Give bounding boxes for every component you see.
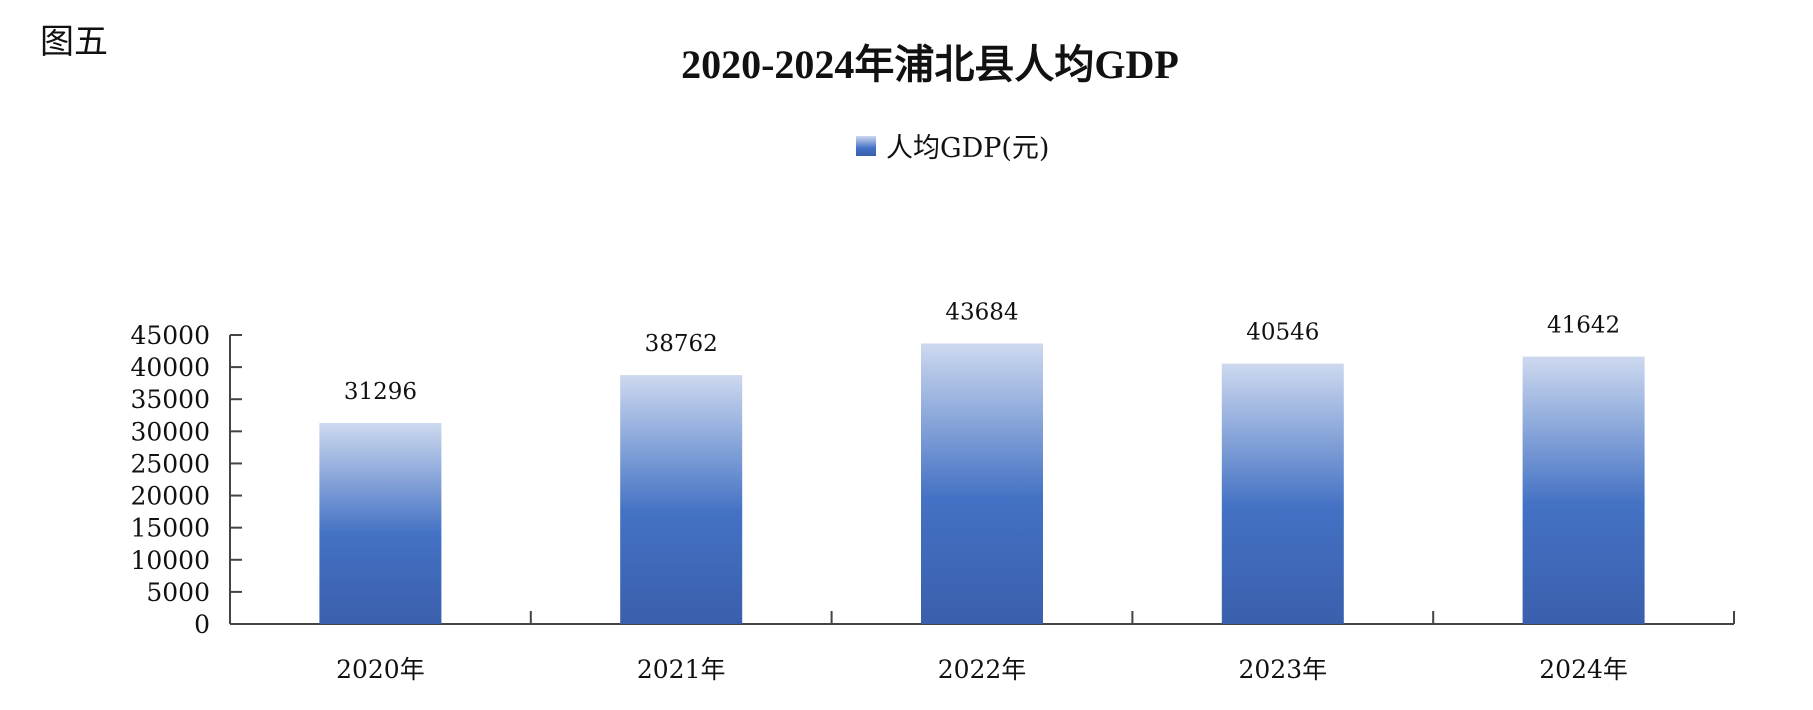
legend-label: 人均GDP(元) (886, 133, 1050, 164)
bar (1522, 356, 1645, 624)
y-tick-label: 10000 (130, 546, 210, 575)
legend-swatch (856, 135, 876, 156)
x-tick-label: 2020年 (336, 655, 425, 684)
y-tick-label: 35000 (130, 385, 210, 414)
y-tick-label: 25000 (130, 449, 210, 478)
data-label: 40546 (1246, 320, 1319, 346)
x-tick-label: 2022年 (938, 655, 1027, 684)
data-label: 31296 (344, 379, 417, 405)
data-label: 41642 (1547, 313, 1620, 339)
y-tick-label: 30000 (130, 417, 210, 446)
chart-title: 2020-2024年浦北县人均GDP (681, 42, 1179, 87)
y-tick-label: 20000 (130, 482, 210, 511)
y-tick-label: 45000 (130, 321, 210, 350)
bar (620, 375, 743, 624)
x-tick-label: 2023年 (1238, 655, 1327, 684)
figure-label: 图五 (40, 22, 108, 62)
bar (921, 343, 1043, 624)
legend: 人均GDP(元) (856, 126, 1049, 165)
data-label: 43684 (945, 299, 1018, 325)
bar (1221, 363, 1344, 624)
data-label: 38762 (645, 331, 718, 357)
y-tick-label: 5000 (146, 578, 210, 607)
y-tick-label: 40000 (130, 353, 210, 382)
x-tick-label: 2024年 (1539, 655, 1628, 684)
x-tick-label: 2021年 (637, 655, 726, 684)
y-tick-label: 15000 (130, 514, 210, 543)
bar (319, 423, 442, 624)
y-tick-label: 0 (194, 610, 210, 639)
